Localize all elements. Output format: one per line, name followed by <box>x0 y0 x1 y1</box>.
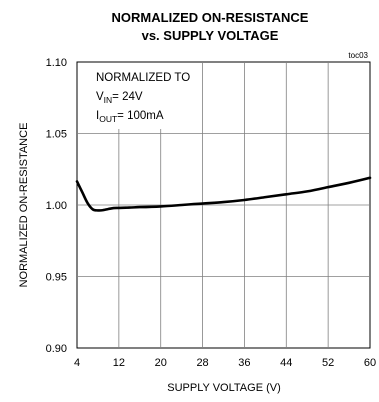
annotation-box: NORMALIZED TO VIN= 24V IOUT= 100mA <box>96 72 190 124</box>
series-line <box>75 176 372 212</box>
vin-main: V <box>96 91 104 103</box>
iout-value: = 100mA <box>117 110 164 122</box>
y-axis-label: NORMALIZED ON-RESISTANCE <box>18 123 30 288</box>
x-tick-label: 4 <box>74 357 80 369</box>
iout-main: I <box>96 110 99 122</box>
x-tick-label: 44 <box>280 357 292 369</box>
y-tick-label: 1.10 <box>46 57 67 69</box>
x-tick-label: 20 <box>155 357 167 369</box>
annotation-iout: IOUT= 100mA <box>96 110 164 124</box>
x-tick-label: 12 <box>113 357 125 369</box>
y-tick-label: 1.05 <box>46 129 67 141</box>
chart-subtitle: vs. SUPPLY VOLTAGE <box>142 28 279 43</box>
tick-labels: 4 12 20 28 36 44 52 60 1.10 1.05 1.00 0.95 0.90 <box>46 57 377 369</box>
grid <box>77 62 370 348</box>
chart-title: NORMALIZED ON-RESISTANCE <box>112 10 309 25</box>
y-tick-label: 0.95 <box>46 272 67 284</box>
annotation-vin: VIN= 24V <box>96 91 143 105</box>
x-tick-label: 36 <box>238 357 250 369</box>
annotation-line1: NORMALIZED TO <box>96 72 190 84</box>
y-tick-label: 0.90 <box>46 343 67 355</box>
y-tick-label: 1.00 <box>46 200 67 212</box>
x-tick-label: 28 <box>196 357 208 369</box>
chart-tag: toc03 <box>348 51 368 60</box>
iout-subscript: OUT <box>99 114 117 124</box>
x-tick-label: 52 <box>322 357 334 369</box>
annotation-background <box>78 63 184 129</box>
x-axis-label: SUPPLY VOLTAGE (V) <box>167 382 281 394</box>
vin-subscript: IN <box>104 95 113 105</box>
vin-value: = 24V <box>112 91 143 103</box>
x-tick-label: 60 <box>364 357 376 369</box>
